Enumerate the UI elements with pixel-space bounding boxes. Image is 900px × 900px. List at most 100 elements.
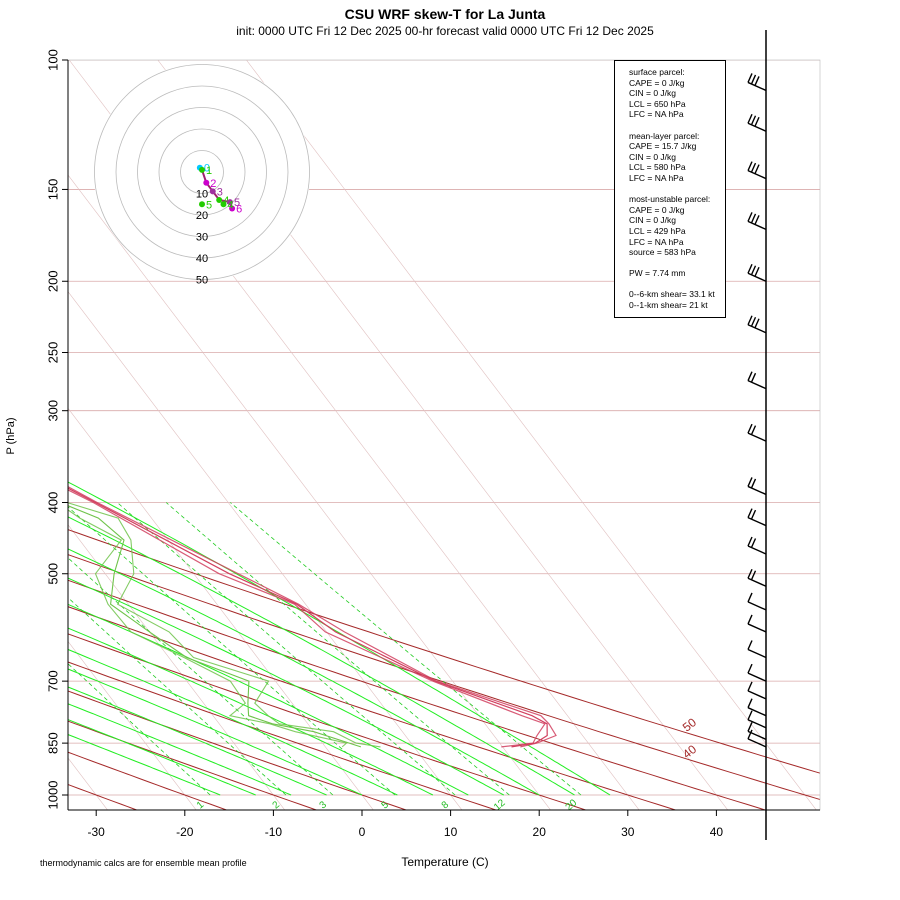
dewpoint-line <box>68 502 381 748</box>
dry-adiabat <box>68 690 408 810</box>
hodograph-point <box>203 179 210 186</box>
chart-series <box>68 485 557 748</box>
wind-barb-feather <box>747 161 753 171</box>
precipitable-water: PW = 7.74 mm <box>629 268 686 279</box>
hodograph-point-label: 4 <box>223 195 229 207</box>
x-tick-label: 10 <box>444 825 458 839</box>
temperature-line <box>68 485 557 748</box>
wind-barb-feather <box>747 371 753 381</box>
moist-adiabat <box>68 577 505 796</box>
x-tick-label: -10 <box>265 825 283 839</box>
y-axis-label: P (hPa) <box>5 417 17 455</box>
wind-barb <box>747 577 767 587</box>
wind-barb-feather <box>754 116 760 127</box>
wind-barb-feather <box>747 698 753 708</box>
y-tick-label: 150 <box>45 179 60 201</box>
mixing-ratio-label: 1 <box>195 799 207 811</box>
moist-adiabat <box>68 648 398 796</box>
hodograph-point-label: 0 <box>204 163 210 175</box>
isotherm-line <box>246 60 817 810</box>
parcel-info-box: surface parcel: CAPE = 0 J/kg CIN = 0 J/… <box>614 60 726 318</box>
wind-barb-feather <box>747 729 753 740</box>
surface-cape: CAPE = 0 J/kg <box>629 77 685 88</box>
wind-barb-feather <box>754 215 760 225</box>
ml-cape: CAPE = 15.7 J/kg <box>629 141 697 152</box>
y-tick-label: 850 <box>45 732 60 754</box>
wind-barb-feather <box>750 425 757 435</box>
hodograph-ring-label: 30 <box>196 232 208 244</box>
moist-adiabat <box>68 703 292 796</box>
mu-cape: CAPE = 0 J/kg <box>629 204 685 215</box>
moist-adiabat <box>68 686 327 796</box>
wind-barb-feather <box>750 316 757 327</box>
dry-adiabat <box>68 579 767 810</box>
hodograph-point-label: 3 <box>217 186 223 198</box>
hodograph-ring <box>137 107 267 237</box>
mixing-ratio-label: 3 <box>318 799 330 811</box>
wind-barb <box>747 648 767 659</box>
surface-lcl: LCL = 650 hPa <box>629 98 686 109</box>
y-tick-label: 100 <box>45 49 60 71</box>
wind-barb-feather <box>747 640 753 650</box>
wind-barb <box>747 380 767 390</box>
dry-adiabat <box>68 554 820 801</box>
hodograph-point-label: 6 <box>236 204 242 216</box>
wind-barb-feather <box>750 570 757 581</box>
wind-barb <box>747 432 767 442</box>
dewpoint-line <box>68 505 362 748</box>
mixing-ratio-label: 12 <box>492 797 508 813</box>
wind-barb-feather <box>754 164 760 174</box>
hodograph-ring-label: 40 <box>196 253 208 265</box>
wind-barb-feather <box>750 74 757 85</box>
temperature-line <box>68 489 546 748</box>
wind-barb-feather <box>750 115 757 126</box>
wind-barb-feather <box>750 509 757 520</box>
wind-barb <box>747 707 767 717</box>
wind-barb-feather <box>750 372 757 383</box>
ml-lcl: LCL = 580 hPa <box>629 162 686 173</box>
isotherm-line <box>68 291 463 810</box>
wind-barb-feather <box>750 538 757 548</box>
x-axis-label: Temperature (C) <box>401 855 489 869</box>
wind-barb <box>747 719 767 729</box>
mixing-ratio-label: 8 <box>440 799 452 811</box>
mixing-ratio-label: 5 <box>380 799 392 811</box>
wind-barb-feather <box>750 265 757 276</box>
wind-barb-feather <box>747 508 753 518</box>
isotherm-line <box>68 524 286 810</box>
y-tick-label: 250 <box>45 342 60 364</box>
wind-barb <box>747 485 767 496</box>
y-tick-label: 400 <box>45 492 60 514</box>
x-tick-label: 20 <box>533 825 547 839</box>
wind-barb-feather <box>747 681 753 692</box>
temperature-line <box>68 487 548 748</box>
wind-barb-feather <box>750 478 757 489</box>
dry-adiabat <box>68 720 318 810</box>
dry-adiabat <box>68 751 228 810</box>
wind-barb-feather <box>747 477 753 487</box>
y-tick-label: 700 <box>45 670 60 692</box>
hodograph-ring <box>158 128 246 216</box>
hodograph-ring <box>115 85 289 259</box>
wind-barb <box>747 545 767 555</box>
hodograph-point <box>209 188 216 195</box>
x-tick-label: -20 <box>176 825 194 839</box>
footnote: thermodynamic calcs are for ensemble mea… <box>40 858 247 868</box>
moist-adiabat <box>68 516 575 796</box>
wind-barb-feather <box>754 76 760 86</box>
isotherm-line <box>68 640 197 810</box>
mixing-ratio-line <box>165 502 510 796</box>
wind-barb-feather <box>747 568 753 579</box>
mu-lfc: LFC = NA hPa <box>629 236 684 247</box>
hodograph-point-label: 2 <box>210 178 216 190</box>
ml-cin: CIN = 0 J/kg <box>629 151 677 162</box>
wind-barb <box>747 516 767 527</box>
chart-title: CSU WRF skew-T for La Junta <box>344 6 546 22</box>
ml-parcel-header: mean-layer parcel: <box>629 130 700 141</box>
x-tick-label: -30 <box>88 825 106 839</box>
wind-barb <box>747 220 767 231</box>
wind-barb-feather <box>747 722 753 732</box>
y-tick-label: 500 <box>45 563 60 585</box>
